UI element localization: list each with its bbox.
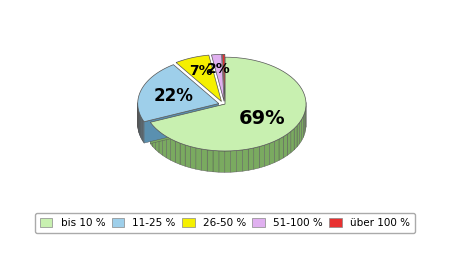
Polygon shape <box>202 149 207 171</box>
Polygon shape <box>259 145 265 168</box>
Polygon shape <box>213 150 219 172</box>
Polygon shape <box>185 145 190 168</box>
Polygon shape <box>274 139 279 163</box>
Polygon shape <box>196 148 202 170</box>
Polygon shape <box>150 104 225 144</box>
Polygon shape <box>142 119 143 141</box>
Polygon shape <box>156 129 159 153</box>
Polygon shape <box>190 147 196 169</box>
Polygon shape <box>302 116 303 141</box>
Legend: bis 10 %, 11-25 %, 26-50 %, 51-100 %, über 100 %: bis 10 %, 11-25 %, 26-50 %, 51-100 %, üb… <box>35 212 415 233</box>
Polygon shape <box>291 129 294 153</box>
Polygon shape <box>219 151 225 172</box>
Polygon shape <box>287 131 291 156</box>
Polygon shape <box>305 109 306 134</box>
Polygon shape <box>153 125 156 150</box>
Polygon shape <box>212 54 224 101</box>
Polygon shape <box>283 134 287 158</box>
Polygon shape <box>303 113 305 137</box>
Polygon shape <box>279 137 283 160</box>
Polygon shape <box>300 119 302 144</box>
Polygon shape <box>180 143 185 166</box>
Text: 2%: 2% <box>207 62 231 76</box>
Polygon shape <box>243 149 248 171</box>
Polygon shape <box>162 134 166 158</box>
Polygon shape <box>265 143 270 166</box>
Polygon shape <box>159 131 162 155</box>
Polygon shape <box>176 141 180 164</box>
Polygon shape <box>270 141 274 165</box>
Polygon shape <box>222 54 225 101</box>
Polygon shape <box>176 55 221 102</box>
Polygon shape <box>294 126 297 150</box>
Polygon shape <box>141 118 142 140</box>
Polygon shape <box>144 104 219 143</box>
Polygon shape <box>225 151 231 172</box>
Polygon shape <box>254 147 259 169</box>
Text: 22%: 22% <box>154 87 194 105</box>
Polygon shape <box>207 150 213 172</box>
Polygon shape <box>140 116 141 138</box>
Text: 69%: 69% <box>239 109 285 128</box>
Text: 7%: 7% <box>189 64 212 78</box>
Polygon shape <box>138 65 219 122</box>
Polygon shape <box>166 137 171 160</box>
Polygon shape <box>171 139 176 163</box>
Polygon shape <box>248 148 254 170</box>
Polygon shape <box>143 120 144 142</box>
Polygon shape <box>231 151 237 172</box>
Polygon shape <box>297 123 300 147</box>
Polygon shape <box>150 122 153 147</box>
Polygon shape <box>150 57 306 151</box>
Polygon shape <box>237 150 243 172</box>
